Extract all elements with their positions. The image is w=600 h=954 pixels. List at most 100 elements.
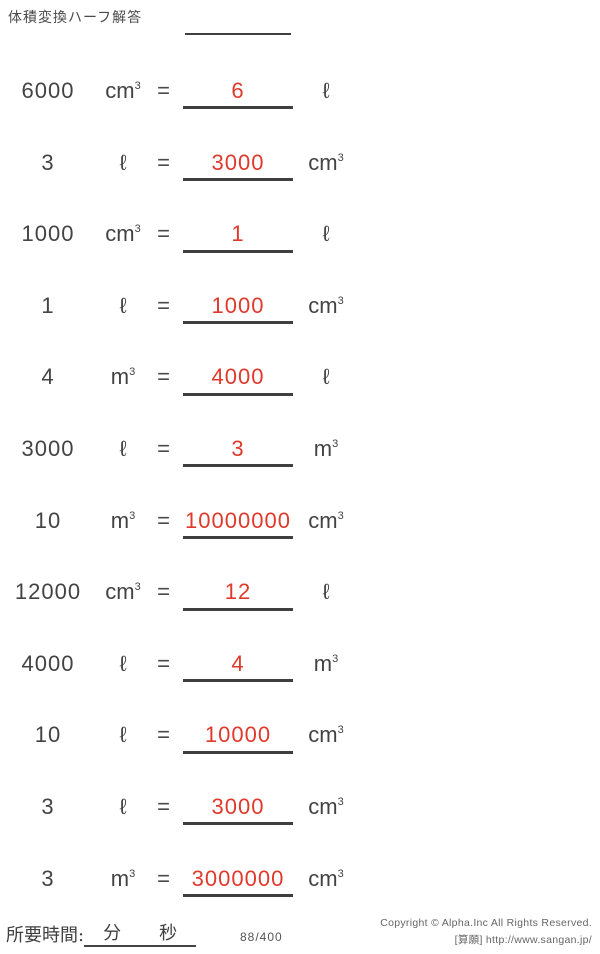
unit-from-exponent: 3 [134, 223, 141, 236]
equals-sign: = [157, 507, 170, 533]
unit-to-base: cm [308, 507, 338, 533]
unit-to-exponent: 3 [337, 795, 344, 808]
equals-sign: = [157, 435, 170, 461]
answer-blank: 3 [183, 435, 293, 468]
conversion-row: 10 m3 = 10000000 cm 3 [0, 489, 600, 561]
unit-to: m3 [295, 436, 357, 462]
unit-to-exponent: 3 [337, 151, 344, 164]
unit-to: cm3 [295, 866, 357, 892]
unit-to-base: ℓ [322, 579, 330, 605]
equals-sign: = [157, 149, 170, 175]
unit-from: m3 [96, 508, 150, 534]
unit-from-base: cm [105, 579, 135, 605]
answer-blank: 4 [183, 650, 293, 683]
equals-sign: = [157, 722, 170, 748]
unit-to-base: ℓ [322, 221, 330, 247]
time-blank-line: 分秒 [84, 919, 197, 947]
quantity-value: 1000 [21, 221, 75, 247]
unit-from: ℓ [96, 436, 150, 462]
quantity-value: 6000 [21, 78, 75, 103]
equals-sign: = [157, 865, 170, 891]
answer-blank: 6 [183, 78, 293, 110]
conversion-row: 4000 ℓ = 4 m3 [0, 632, 600, 704]
unit-from-exponent: 3 [134, 581, 141, 594]
quantity-value: 4 [41, 364, 55, 390]
required-time-field: 所要時間: 分秒 [6, 919, 197, 947]
answer-blank: 12 [183, 579, 293, 611]
equals-sign: = [157, 292, 170, 318]
copyright-line: Copyright © Alpha.Inc All Rights Reserve… [380, 917, 592, 930]
conversion-rows: 6000 cm3 = 6 ℓ 3 ℓ = 3000 cm3 1000 cm3 =… [0, 59, 600, 918]
answer-value: 1000 [211, 292, 265, 318]
answer-value: 12 [224, 579, 252, 605]
header-blank-line [185, 33, 291, 35]
quantity-value: 3000 [21, 435, 75, 461]
quantity-value: 4000 [21, 650, 75, 676]
unit-to: cm3 [295, 722, 357, 748]
equals-sign: = [157, 221, 170, 247]
answer-blank: 3000 [183, 150, 293, 181]
unit-from-exponent: 3 [129, 509, 136, 522]
unit-to: cm3 [295, 794, 357, 820]
unit-from: m3 [96, 364, 150, 390]
conversion-row: 10 ℓ = 10000 cm3 [0, 703, 600, 775]
unit-from-base: ℓ [119, 149, 127, 175]
unit-to-base: ℓ [322, 78, 330, 103]
unit-to-base: m [313, 650, 333, 676]
unit-from: cm3 [96, 221, 150, 247]
unit-to-base: cm [308, 722, 338, 748]
conversion-row: 3 m3 = 3000000 cm3 [0, 847, 600, 919]
unit-from: ℓ [96, 150, 150, 176]
answer-blank: 3000 [183, 794, 293, 826]
answer-blank: 10000000 [183, 508, 293, 539]
unit-to-base: m [313, 435, 333, 461]
equals-sign: = [157, 793, 170, 819]
seconds-label: 秒 [159, 923, 178, 944]
unit-from-base: ℓ [119, 650, 127, 676]
answer-blank: 3000000 [183, 866, 293, 897]
quantity-value: 12000 [14, 579, 82, 605]
unit-to: cm3 [295, 293, 357, 319]
unit-from: cm3 [96, 579, 150, 605]
quantity-value: 3 [41, 793, 55, 819]
unit-to-exponent: 3 [332, 437, 339, 450]
conversion-row: 1 ℓ = 1000 cm3 [0, 274, 600, 346]
unit-from-base: ℓ [119, 292, 127, 318]
quantity-value: 1 [41, 292, 55, 318]
minutes-label: 分 [103, 923, 122, 944]
quantity-value: 10 [34, 722, 62, 748]
answer-blank: 4000 [183, 364, 293, 396]
unit-to-exponent: 3 [337, 294, 344, 307]
answer-value: 3000000 [191, 865, 285, 891]
answer-value: 10000000 [185, 507, 291, 533]
unit-from-exponent: 3 [129, 366, 136, 379]
answer-value: 4 [231, 650, 245, 676]
conversion-row: 3000 ℓ = 3 m3 [0, 417, 600, 489]
unit-to-exponent: 3 [337, 867, 344, 880]
copyright-block: Copyright © Alpha.Inc All Rights Reserve… [380, 915, 592, 948]
unit-from: cm3 [96, 78, 150, 104]
unit-from-base: cm [105, 78, 135, 103]
answer-value: 4000 [211, 364, 265, 390]
quantity-value: 3 [41, 149, 55, 175]
unit-to-exponent: 3 [337, 724, 344, 737]
conversion-row: 1000 cm3 = 1 ℓ [0, 202, 600, 274]
unit-from: ℓ [96, 651, 150, 677]
unit-to-base: cm [308, 793, 338, 819]
quantity-value: 10 [34, 507, 62, 533]
unit-from-base: cm [105, 221, 135, 247]
unit-to: ℓ [295, 364, 357, 390]
unit-to: m3 [295, 651, 357, 677]
answer-value: 3 [231, 435, 245, 461]
answer-blank: 10000 [183, 722, 293, 754]
quantity-value: 3 [41, 865, 55, 891]
progress-counter: 88/400 [240, 930, 283, 944]
unit-to-base: cm [308, 149, 338, 175]
unit-from-base: ℓ [119, 435, 127, 461]
answer-value: 3000 [211, 149, 265, 175]
required-time-label: 所要時間: [6, 925, 85, 946]
unit-from-base: m [110, 364, 130, 390]
answer-value: 10000 [204, 722, 272, 748]
unit-to: cm3 [295, 150, 357, 176]
unit-from-exponent: 3 [134, 80, 141, 92]
